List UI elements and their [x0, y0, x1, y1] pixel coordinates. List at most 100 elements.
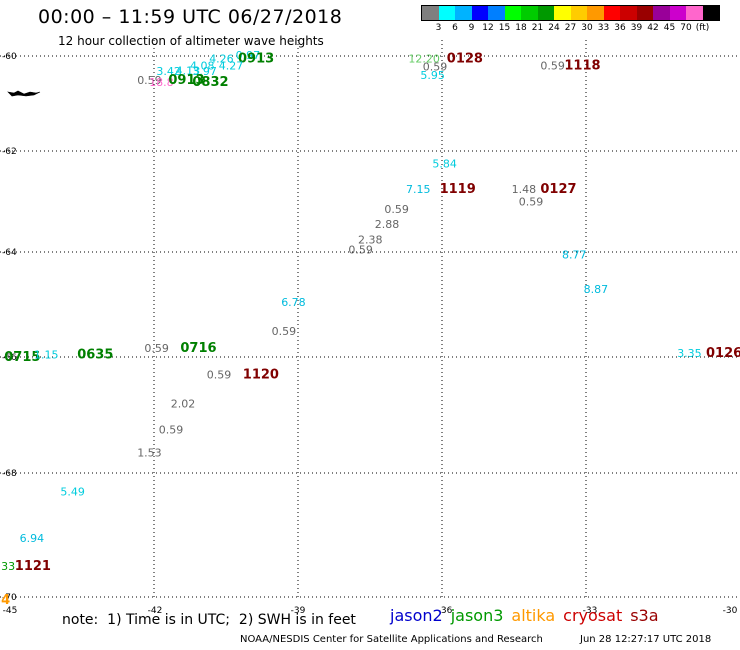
pass-time-label: 0913: [238, 51, 274, 66]
graticule: [0, 40, 740, 600]
legend-label: 6: [452, 23, 458, 33]
legend-swatch: [669, 6, 686, 20]
longitude-tick-label: -45: [3, 606, 18, 616]
legend-label: 45: [663, 23, 676, 33]
latitude-labels: -60 -62 -64 -66 -68 -70: [2, 52, 17, 603]
pass-time-label: 1034: [0, 593, 10, 608]
longitude-tick-label: -33: [583, 606, 598, 616]
satellite-cryosat: cryosat: [563, 606, 623, 625]
satellite-altika: altika: [511, 606, 556, 625]
pass-time-label: 0716: [180, 341, 216, 356]
wave-height-value: 7.15: [406, 183, 431, 196]
latitude-tick-label: -60: [2, 52, 17, 62]
longitude-tick-label: -36: [438, 606, 453, 616]
latitude-tick-label: -70: [2, 593, 17, 603]
legend-label: 70: [680, 23, 692, 33]
color-legend: 3 6 9 12 15 18 21 24 27 30 33 36 39 42 45 70 (ft): [421, 5, 720, 35]
legend-label: 18: [515, 23, 527, 33]
legend-label: 33: [597, 23, 610, 33]
legend-label: 39: [630, 23, 643, 33]
legend-label: 27: [564, 23, 577, 33]
pass-time-label: 1118: [564, 59, 600, 74]
legend-swatch: [636, 6, 653, 20]
legend-swatch: [471, 6, 488, 20]
wave-height-value: 0.59: [144, 342, 169, 355]
legend-swatch: [620, 6, 637, 20]
legend-label: 3: [435, 23, 442, 33]
legend-swatch: [455, 6, 472, 20]
satellite-jason2: jason2: [390, 606, 443, 625]
longitude-labels: -45 -42 -39 -36 -33 -30: [3, 606, 738, 616]
legend-label: 9: [468, 23, 475, 33]
wave-height-value: 0.59: [207, 368, 232, 381]
wave-height-value: 3.35: [677, 347, 702, 360]
wave-height-value: 0.59: [137, 74, 162, 87]
wave-height-value: 5.49: [60, 486, 85, 499]
legend-swatch: [603, 6, 620, 20]
wave-height-value: 0.59: [348, 243, 373, 256]
footer-note: note: 1) Time is in UTC; 2) SWH is in fe…: [62, 612, 356, 628]
legend-swatch: [653, 6, 670, 20]
legend-swatch: [686, 6, 703, 20]
pass-time-label: 0715: [4, 350, 40, 365]
legend-swatch: [702, 6, 719, 20]
wave-height-value: 2.88: [375, 218, 400, 231]
legend-label: 36: [614, 23, 626, 33]
latitude-tick-label: -68: [2, 469, 17, 479]
wave-height-value: 0.59: [519, 196, 544, 209]
wave-height-value: 0.97: [236, 49, 261, 62]
pass-time-label: 1119: [440, 182, 476, 197]
pass-time-label: 1121: [15, 559, 51, 574]
wave-height-value: 6.78: [281, 296, 306, 309]
legend-label: 21: [531, 23, 544, 33]
pass-time-label: 0832: [192, 75, 228, 90]
wave-height-value: 5.84: [432, 158, 457, 171]
wave-height-value: 3.97: [192, 65, 217, 78]
wave-height-value: 6.94: [20, 532, 44, 545]
pass-time-label: 1120: [243, 367, 279, 382]
wave-height-value: 1.15: [34, 348, 59, 361]
legend-label: 30: [581, 23, 593, 33]
wave-height-value: 16.33: [0, 560, 15, 573]
wave-height-value: 8.87: [584, 283, 609, 296]
legend-swatch: [587, 6, 604, 20]
wave-height-value: 0.59: [384, 203, 409, 216]
pass-time-label: 0913: [168, 73, 204, 88]
longitude-tick-label: -30: [723, 606, 738, 616]
wave-height-value: 2.38: [358, 233, 383, 246]
page-title: 00:00 – 11:59 UTC 06/27/2018: [38, 6, 343, 28]
legend-swatch: [554, 6, 571, 20]
legend-color-bar: [421, 5, 720, 21]
wave-height-value: 12.20: [408, 52, 440, 65]
wave-height-value: 4.13: [176, 64, 201, 77]
legend-swatch: [504, 6, 521, 20]
wave-height-value: 8.77: [562, 249, 587, 262]
longitude-tick-label: -39: [291, 606, 306, 616]
legend-label: (ft): [695, 23, 710, 33]
wave-height-value: 18.8: [149, 76, 174, 89]
legend-swatch: [521, 6, 538, 20]
wave-height-value: 5.95: [420, 69, 445, 82]
wave-height-value: 4.26: [209, 52, 234, 65]
wave-height-value: 4.27: [219, 60, 244, 73]
legend-swatch: [537, 6, 554, 20]
legend-swatch: [570, 6, 587, 20]
credit-text: NOAA/NESDIS Center for Satellite Applica…: [240, 634, 543, 645]
legend-label: 15: [498, 23, 511, 33]
wave-height-value: 3.42: [156, 65, 181, 78]
wave-height-value: 0.59: [272, 325, 297, 338]
legend-swatch: [422, 6, 439, 20]
latitude-tick-label: -64: [2, 248, 17, 258]
pass-time-label: 0635: [77, 347, 113, 362]
legend-labels: 3 6 9 12 15 18 21 24 27 30 33 36 39 42 45 70 (ft): [421, 23, 720, 35]
wave-height-value: 2.02: [171, 397, 196, 410]
wave-height-value: 1.53: [137, 447, 162, 460]
generated-timestamp: Jun 28 12:27:17 UTC 2018: [580, 634, 712, 645]
coastline: [7, 90, 41, 97]
legend-swatch: [438, 6, 455, 20]
pass-time-label: 0128: [447, 51, 483, 66]
satellite-key: jason2 jason3 altika cryosat s3a: [390, 606, 667, 625]
longitude-tick-label: -42: [148, 606, 163, 616]
